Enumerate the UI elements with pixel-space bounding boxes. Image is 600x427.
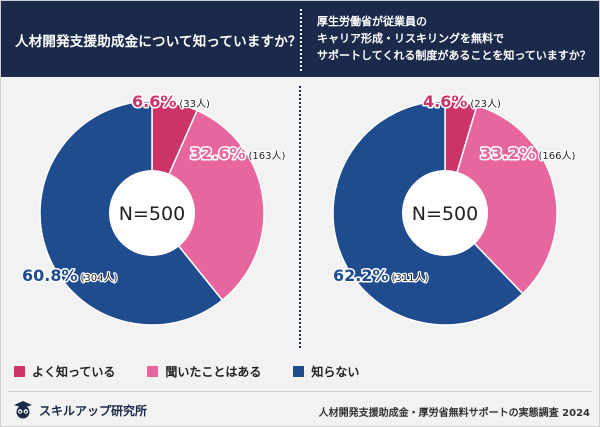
right-question-line: キャリア形成・リスキリングを無料で <box>317 32 504 45</box>
legend-item-dont-know: 知らない <box>293 363 359 380</box>
pie2-count-label-heard-of: (166人) <box>539 150 576 162</box>
pie2-center-label: N=500 <box>412 203 478 225</box>
pie1-count-label-know-well: (33人) <box>179 98 210 110</box>
legend-swatch <box>147 366 159 377</box>
pie2-value-label-heard-of: 33.2% <box>480 144 536 163</box>
pie2-slice-heard-of <box>444 104 558 295</box>
legend-swatch <box>14 366 25 377</box>
pie2-value-label-know-well: 4.6% <box>423 92 467 111</box>
legend-item-heard-of: 聞いたことはある <box>147 363 261 380</box>
pie1-center-hole <box>109 170 195 256</box>
pie1-data-label-dont-know: 60.8% (304人) <box>22 266 118 285</box>
pie1-data-label-know-well: 6.6% (33人) <box>132 92 210 111</box>
right-question-title: 厚生労働省が従業員の キャリア形成・リスキリングを無料で サポートしてくれる制度… <box>317 13 591 64</box>
pie2-value-label-dont-know: 62.2% <box>333 266 389 285</box>
pie2-data-label-heard-of: 33.2% (166人) <box>480 144 576 163</box>
pie1-value-label-know-well: 6.6% <box>132 92 176 111</box>
pie1-center-label: N=500 <box>119 203 185 225</box>
pie2-center-hole <box>402 170 488 256</box>
legend-label: 聞いたことはある <box>165 365 262 379</box>
pie1-value-label-dont-know: 60.8% <box>22 266 78 285</box>
pie1-value-label-heard-of: 32.6% <box>190 144 246 163</box>
legend-label: よく知っている <box>32 365 116 379</box>
pie1-count-label-dont-know: (304人) <box>81 272 118 284</box>
pie1-count-label-heard-of: (163人) <box>249 150 286 162</box>
legend-swatch <box>293 366 305 377</box>
pie2-data-label-dont-know: 62.2% (311人) <box>333 266 429 285</box>
brand-name: スキルアップ研究所 <box>39 403 148 418</box>
header-divider <box>300 9 302 71</box>
header-bar: 人材開発支援助成金について知っていますか？ 厚生労働省が従業員の キャリア形成・… <box>1 1 599 77</box>
pie2-count-label-know-well: (23人) <box>470 98 501 110</box>
legend: よく知っている 聞いたことはある 知らない <box>14 363 391 380</box>
left-question-title: 人材開発支援助成金について知っていますか？ <box>15 34 302 50</box>
pie2-data-label-know-well: 4.6% (23人) <box>423 92 501 111</box>
pie-charts: N=500 6.6% (33人) 32.6% (163人) 60.8% (304人) N=50… <box>21 91 577 326</box>
source-caption: 人材開発支援助成金・厚労省無料サポートの実態調査 2024 <box>318 408 590 419</box>
pie2-count-label-dont-know: (311人) <box>392 272 429 284</box>
legend-item-know-well: よく知っている <box>14 363 115 380</box>
pie1-data-label-heard-of: 32.6% (163人) <box>190 144 286 163</box>
right-question-line: サポートしてくれる制度があることを知っていますか？ <box>317 49 591 62</box>
pie1-slice-heard-of <box>151 109 265 302</box>
legend-label: 知らない <box>311 365 360 379</box>
right-question-line: 厚生労働省が従業員の <box>317 15 427 28</box>
owl-icon <box>14 401 32 419</box>
chart-divider <box>299 86 301 348</box>
brand-logo: スキルアップ研究所 <box>12 401 147 419</box>
footer-divider <box>8 391 592 392</box>
